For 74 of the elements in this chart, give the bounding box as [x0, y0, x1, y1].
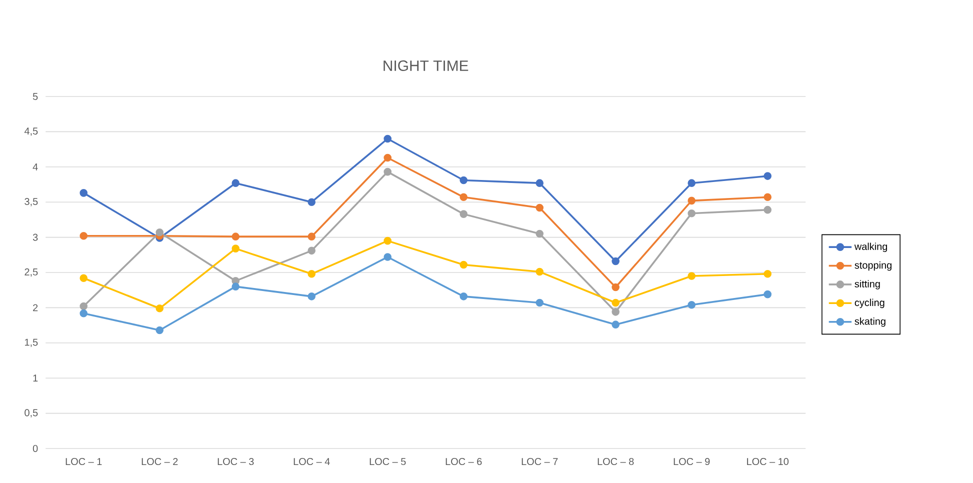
point [764, 290, 772, 298]
point [80, 302, 88, 310]
point [612, 257, 620, 266]
y-tick-label: 3 [32, 234, 38, 241]
point [232, 244, 240, 252]
point [156, 228, 164, 236]
point [536, 204, 544, 212]
point [460, 193, 468, 202]
chart-title: NIGHT TIME [384, 60, 468, 71]
point [80, 309, 88, 318]
x-tick-label: LOC – 2 [142, 458, 178, 466]
y-tick-label: 3,5 [24, 198, 38, 206]
point [460, 292, 468, 300]
point [536, 179, 544, 187]
point [384, 236, 392, 245]
point [232, 232, 240, 240]
point [308, 198, 316, 206]
point [688, 300, 696, 309]
point [308, 292, 316, 300]
x-tick-label: LOC – 10 [747, 458, 789, 466]
point [612, 298, 620, 307]
x-tick-label: LOC – 8 [598, 458, 634, 466]
point [308, 232, 316, 240]
y-tick-label: 0 [32, 444, 38, 452]
point [80, 274, 88, 282]
legend-label: stopping [854, 261, 892, 271]
point [308, 246, 316, 255]
y-tick-label: 5 [32, 93, 38, 100]
point [612, 283, 620, 292]
x-tick-label: LOC – 7 [522, 458, 558, 466]
y-tick-label: 1 [33, 374, 38, 382]
point [384, 134, 392, 143]
point [232, 179, 240, 187]
x-tick-label: LOC – 1 [66, 458, 102, 466]
legend-label: cycling [854, 298, 884, 308]
point [156, 326, 164, 334]
y-tick-label: 0,5 [24, 409, 38, 418]
point [612, 308, 620, 316]
legend-label: skating [854, 318, 886, 327]
x-tick-label: LOC – 9 [674, 458, 710, 466]
point [764, 193, 772, 202]
point [80, 232, 88, 240]
point [688, 209, 696, 218]
point [536, 298, 544, 307]
x-tick-label: LOC – 6 [446, 458, 482, 466]
y-tick-label: 2,5 [24, 268, 38, 277]
point [460, 176, 468, 184]
x-tick-label: LOC – 5 [370, 458, 406, 466]
point [536, 268, 544, 276]
y-tick-label: 2 [33, 304, 38, 312]
point [460, 260, 468, 269]
point [764, 270, 772, 278]
point [460, 210, 468, 218]
point [536, 230, 544, 238]
y-tick-label: 4,5 [24, 128, 38, 136]
legend-label: walking [854, 242, 888, 252]
y-tick-label: 1,5 [25, 338, 38, 347]
point [308, 270, 316, 278]
point [612, 320, 620, 328]
y-tick-label: 4 [32, 163, 38, 170]
point [688, 179, 696, 187]
point [80, 189, 88, 197]
point [384, 253, 392, 261]
legend-label: sitting [854, 280, 880, 290]
point [232, 282, 240, 290]
point [764, 172, 772, 180]
x-tick-label: LOC – 3 [218, 458, 254, 466]
x-tick-label: LOC – 4 [294, 458, 330, 466]
point [156, 304, 164, 312]
point [764, 206, 772, 214]
point [688, 272, 696, 280]
point [688, 196, 696, 205]
point [384, 154, 392, 162]
point [384, 168, 392, 176]
